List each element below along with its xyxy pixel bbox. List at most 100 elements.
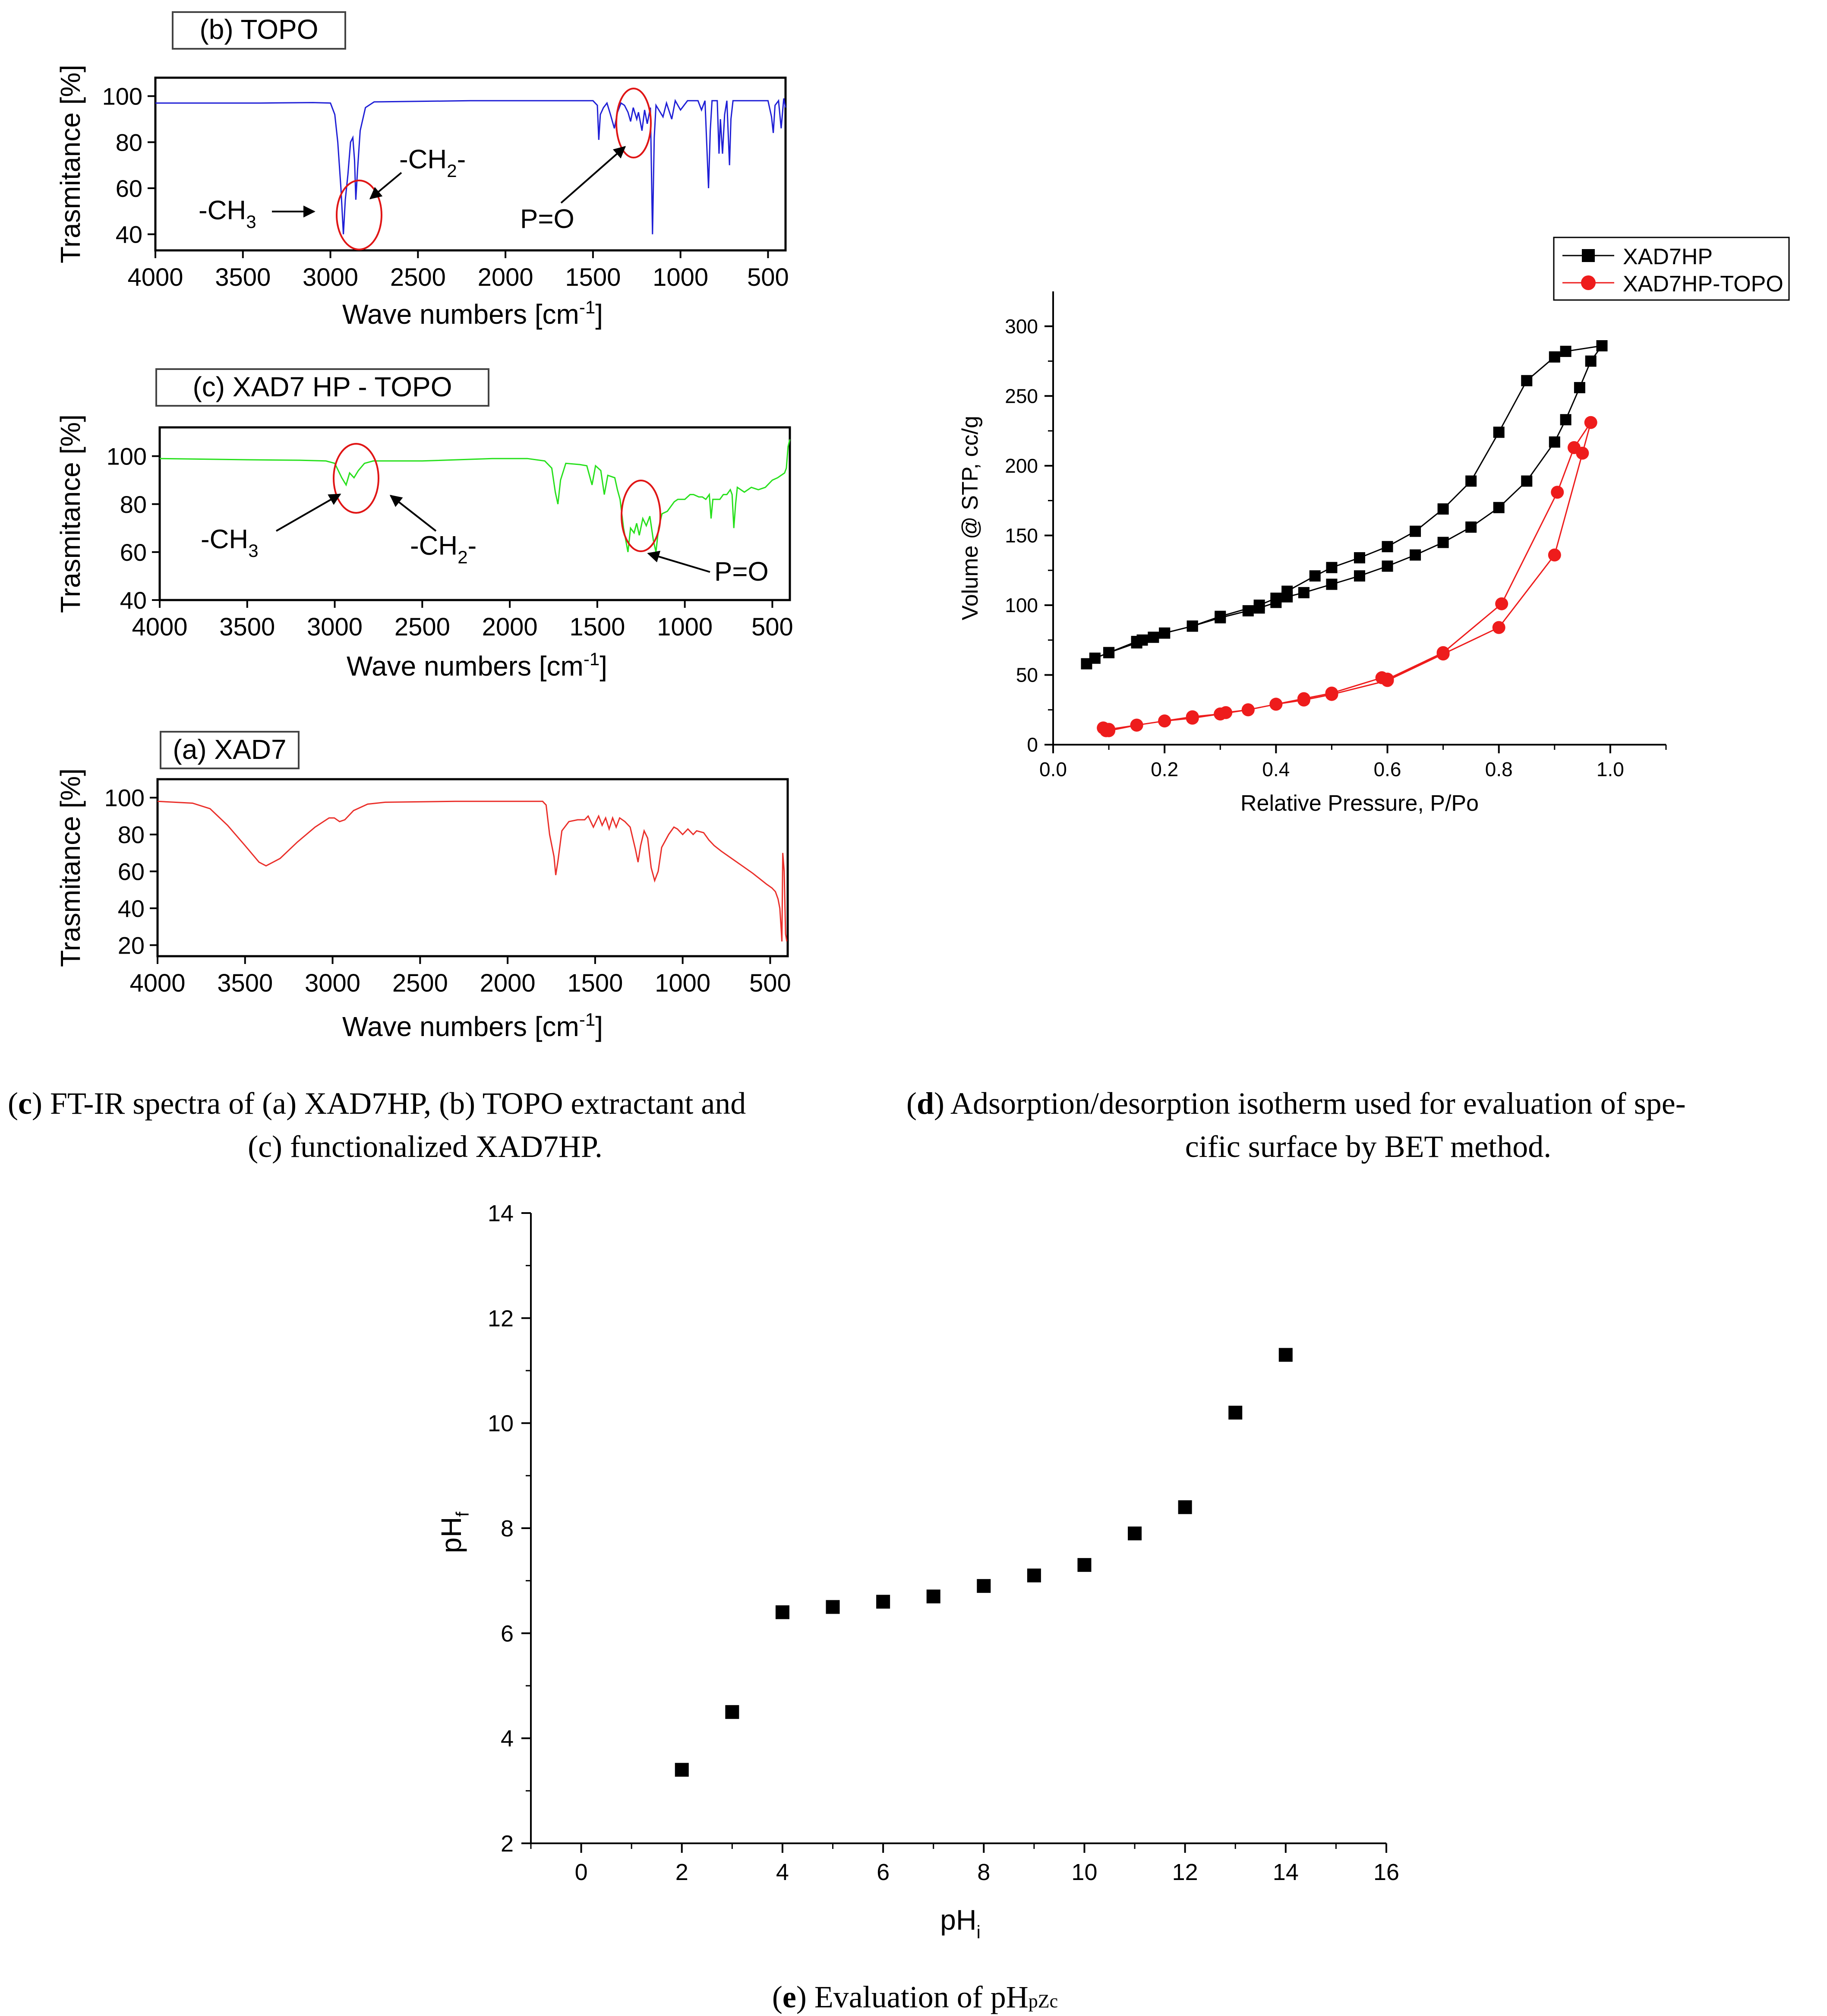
x-tick-label: 2 [675, 1859, 688, 1885]
caption-d-line1: (d) Adsorption/desorption isotherm used … [906, 1086, 1686, 1121]
y-tick-label: 100 [1005, 594, 1038, 616]
x-tick-label: 0.0 [1039, 758, 1067, 780]
x-tick-label: 500 [747, 263, 789, 291]
x-tick-label: 14 [1273, 1859, 1299, 1885]
x-tick-label: 3000 [307, 613, 363, 641]
x-axis-ticks: 4000 3500 3000 2500 2000 1500 1000 500 [129, 956, 791, 997]
data-point [1551, 486, 1564, 499]
data-point [1382, 541, 1393, 553]
data-point [1089, 652, 1101, 664]
x-tick-label: 3500 [215, 263, 271, 291]
x-tick-label: 500 [749, 969, 791, 997]
y-axis-ticks: 20 40 60 80 100 [104, 784, 158, 959]
data-point [1298, 587, 1310, 598]
ftir-topo-panel: (b) TOPO 4000 3500 3000 2500 2000 1500 1000 500… [55, 11, 789, 330]
y-tick-label: 100 [107, 443, 147, 470]
data-point [926, 1589, 940, 1604]
legend-marker-square [1582, 249, 1595, 262]
data-point [1270, 592, 1282, 604]
data-point [1131, 635, 1142, 647]
data-point [1585, 355, 1597, 367]
data-point [1158, 714, 1171, 728]
y-tick-label: 40 [120, 587, 147, 614]
annotation-po: P=O [520, 204, 574, 234]
legend-label-xad7hp-topo: XAD7HP-TOPO [1623, 272, 1783, 297]
data-point [1354, 552, 1365, 564]
y-tick-label: 250 [1005, 385, 1038, 407]
y-tick-label: 150 [1005, 524, 1038, 547]
panel-label-xad7hp-topo: (c) XAD7 HP - TOPO [192, 371, 452, 402]
y-tick-label: 60 [118, 858, 145, 885]
x-tick-label: 0.8 [1485, 758, 1513, 780]
series-xad7hp-topo [1097, 416, 1597, 737]
x-tick-label: 1.0 [1597, 758, 1624, 780]
y-tick-label: 80 [118, 821, 145, 848]
x-tick-label: 1500 [565, 263, 621, 291]
plot-area [156, 778, 789, 957]
data-point [826, 1600, 840, 1614]
annotation-po-arrow [647, 550, 710, 573]
x-tick-label: 1500 [569, 613, 625, 641]
caption-c: (c) FT-IR spectra of (a) XAD7HP, (b) TOP… [8, 1086, 746, 1164]
data-point [1560, 345, 1571, 357]
y-axis-ticks: 40 60 80 100 [107, 443, 160, 614]
x-tick-label: 1000 [657, 613, 713, 641]
x-tick-label: 2000 [478, 263, 533, 291]
data-point [1128, 1526, 1142, 1541]
annotation-ch3: -CH3 [201, 525, 259, 561]
caption-d-line2: cific surface by BET method. [1185, 1129, 1551, 1164]
data-point [1375, 671, 1388, 684]
plot-area [158, 426, 791, 601]
data-point [1178, 1500, 1192, 1514]
data-point [1560, 414, 1571, 426]
legend-label-xad7hp: XAD7HP [1623, 244, 1713, 269]
x-tick-label: 0.6 [1374, 758, 1401, 780]
data-point [1326, 578, 1338, 590]
legend-box [1553, 237, 1790, 301]
series-line [1103, 422, 1592, 732]
bet-isotherm-panel: XAD7HP XAD7HP-TOPO 0.0 0.2 0.4 0.6 0.8 1.0 0 5… [958, 237, 1790, 816]
data-point [1214, 707, 1227, 720]
x-axis-ticks: 0 2 4 6 8 10 12 14 16 [530, 1843, 1399, 1885]
y-tick-label: 80 [120, 491, 147, 518]
annotation-po-arrow [560, 146, 626, 204]
y-axis-ticks: 0 50 100 150 200 250 300 [1005, 315, 1053, 756]
data-point [1242, 605, 1254, 616]
legend-marker-circle [1581, 275, 1596, 290]
y-tick-label: 4 [501, 1726, 514, 1752]
series-line [1086, 344, 1603, 664]
y-axis-label: pHf [435, 1512, 473, 1553]
data-point [725, 1705, 739, 1719]
legend-entry-xad7hp-topo: XAD7HP-TOPO [1562, 272, 1783, 297]
x-axis-label: Wave numbers [cm-1] [342, 297, 603, 330]
ftir-xad7hp-topo-panel: (c) XAD7 HP - TOPO 4000 3500 3000 2500 2000 1… [55, 368, 793, 682]
data-point [1465, 521, 1477, 533]
x-tick-label: 2500 [392, 969, 448, 997]
data-point [1354, 570, 1365, 582]
y-tick-label: 300 [1005, 315, 1038, 338]
y-axis-label: Trasmitance [%] [55, 414, 86, 613]
caption-e: (e) Evaluation of pHpZc [772, 1980, 1058, 2014]
x-tick-label: 3500 [217, 969, 273, 997]
y-tick-label: 0 [1027, 733, 1038, 756]
data-point [675, 1763, 689, 1777]
y-tick-label: 100 [104, 784, 145, 812]
y-tick-label: 50 [1016, 664, 1038, 686]
x-tick-label: 0 [575, 1859, 588, 1885]
y-tick-label: 100 [102, 83, 142, 110]
data-point [1159, 627, 1171, 639]
x-tick-label: 1000 [655, 969, 710, 997]
x-tick-label: 1000 [653, 263, 708, 291]
data-point [977, 1579, 991, 1593]
annotation-po: P=O [714, 557, 769, 587]
x-axis-ticks: 4000 3500 3000 2500 2000 1500 1000 500 [132, 600, 793, 641]
caption-e-text: (e) Evaluation of pHpZc [772, 1980, 1058, 2014]
x-tick-label: 3000 [303, 263, 358, 291]
ph-data-points [675, 1348, 1293, 1777]
x-tick-label: 10 [1071, 1859, 1097, 1885]
x-tick-label: 2500 [394, 613, 450, 641]
x-tick-label: 8 [977, 1859, 990, 1885]
data-point [1215, 610, 1226, 622]
ch-stretch-highlight [336, 180, 382, 250]
